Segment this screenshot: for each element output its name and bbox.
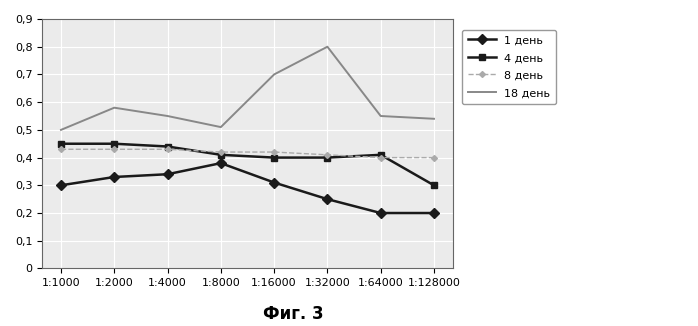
8 день bbox=[57, 147, 65, 151]
8 день bbox=[323, 153, 332, 157]
1 день bbox=[430, 211, 438, 215]
18 день bbox=[270, 72, 279, 76]
18 день bbox=[163, 114, 172, 118]
4 день bbox=[163, 144, 172, 148]
4 день bbox=[110, 142, 119, 146]
1 день bbox=[216, 161, 225, 165]
1 день bbox=[270, 181, 279, 185]
18 день bbox=[57, 128, 65, 132]
8 день bbox=[216, 150, 225, 154]
1 день bbox=[376, 211, 385, 215]
18 день bbox=[430, 117, 438, 121]
Line: 18 день: 18 день bbox=[61, 47, 434, 130]
Line: 4 день: 4 день bbox=[57, 140, 438, 189]
18 день bbox=[376, 114, 385, 118]
4 день bbox=[430, 183, 438, 187]
8 день bbox=[270, 150, 279, 154]
8 день bbox=[110, 147, 119, 151]
18 день bbox=[110, 106, 119, 110]
4 день bbox=[376, 153, 385, 157]
Text: Фиг. 3: Фиг. 3 bbox=[263, 305, 323, 323]
1 день bbox=[110, 175, 119, 179]
1 день bbox=[57, 183, 65, 187]
4 день bbox=[57, 142, 65, 146]
18 день bbox=[323, 45, 332, 49]
1 день bbox=[163, 172, 172, 176]
1 день bbox=[323, 197, 332, 201]
8 день bbox=[376, 156, 385, 159]
Line: 1 день: 1 день bbox=[57, 160, 438, 216]
8 день bbox=[163, 147, 172, 151]
Legend: 1 день, 4 день, 8 день, 18 день: 1 день, 4 день, 8 день, 18 день bbox=[462, 30, 556, 104]
4 день bbox=[270, 156, 279, 159]
18 день bbox=[216, 125, 225, 129]
8 день bbox=[430, 156, 438, 159]
Line: 8 день: 8 день bbox=[59, 147, 436, 160]
4 день bbox=[323, 156, 332, 159]
4 день bbox=[216, 153, 225, 157]
